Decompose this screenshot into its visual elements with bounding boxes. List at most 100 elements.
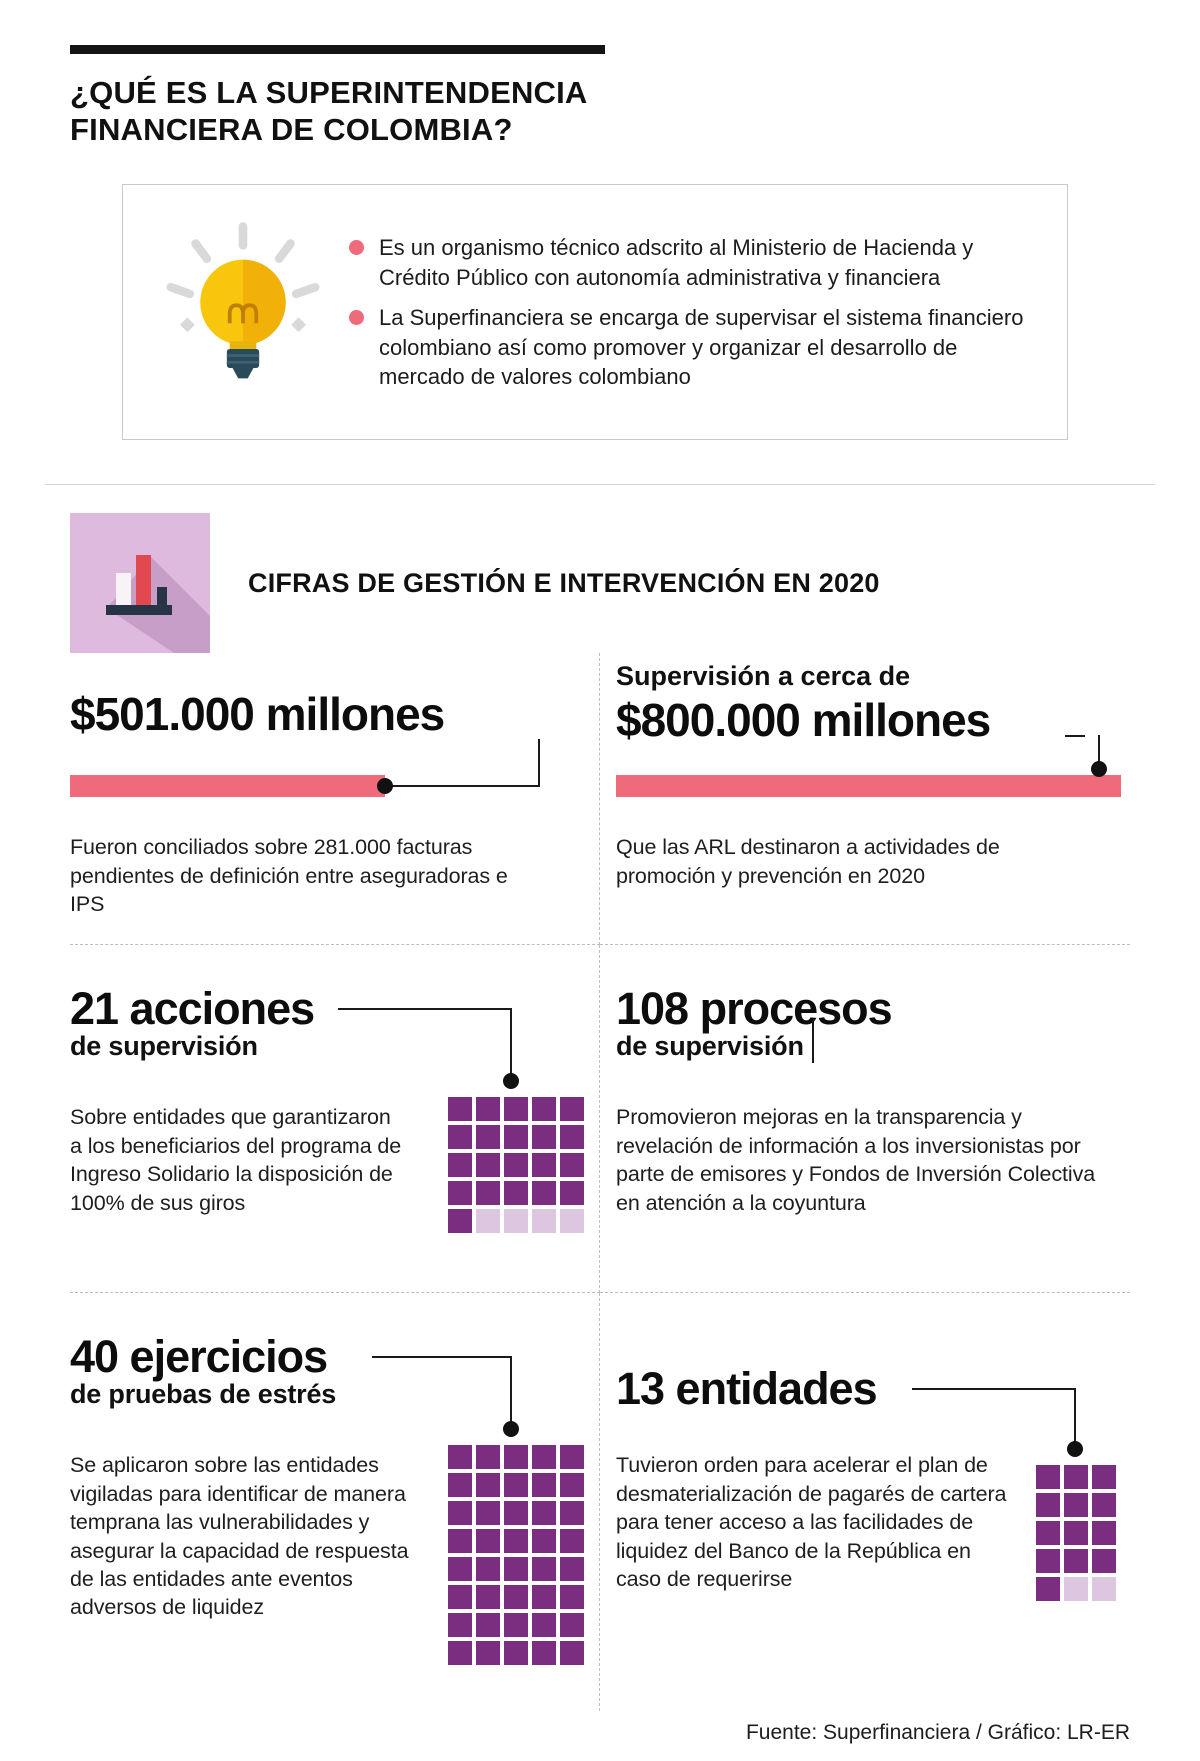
waffle-square xyxy=(448,1529,472,1554)
waffle-square xyxy=(448,1153,472,1178)
page-title: ¿QUÉ ES LA SUPERINTENDENCIA FINANCIERA D… xyxy=(70,74,1130,148)
stat-cell-procesos: 108 procesos de supervisión Promovieron … xyxy=(600,945,1130,1294)
waffle-square xyxy=(476,1445,500,1470)
waffle-square xyxy=(560,1585,584,1610)
waffle-square xyxy=(1092,1521,1116,1546)
waffle-square xyxy=(560,1641,584,1666)
waffle-square xyxy=(532,1209,556,1234)
waffle-square xyxy=(476,1613,500,1638)
waffle-square xyxy=(560,1613,584,1638)
bullet-dot-icon xyxy=(349,310,364,326)
waffle-square xyxy=(504,1557,528,1582)
stat-value: 13 entidades xyxy=(616,1363,878,1415)
waffle-square xyxy=(532,1529,556,1554)
bar-fill xyxy=(616,775,1121,798)
waffle-square xyxy=(560,1153,584,1178)
stat-subtitle: de supervisión xyxy=(70,1031,258,1062)
waffle-square xyxy=(532,1557,556,1582)
waffle-square xyxy=(448,1613,472,1638)
stat-description: Se aplicaron sobre las entidades vigilad… xyxy=(70,1453,409,1620)
bar-chart-icon xyxy=(70,513,210,654)
waffle-square xyxy=(532,1473,556,1498)
waffle-square xyxy=(560,1209,584,1234)
page-title-line1: ¿QUÉ ES LA SUPERINTENDENCIA xyxy=(70,75,588,110)
waffle-square xyxy=(448,1501,472,1526)
connector-line xyxy=(372,1356,512,1359)
connector-line xyxy=(1065,735,1085,738)
waffle-square xyxy=(504,1097,528,1122)
bar-fill xyxy=(70,775,385,798)
waffle-square xyxy=(504,1473,528,1498)
waffle-square xyxy=(532,1181,556,1206)
waffle-square xyxy=(1092,1493,1116,1518)
waffle-square xyxy=(476,1181,500,1206)
lightbulb-icon xyxy=(148,215,338,410)
stat-cell-arl: Supervisión a cerca de $800.000 millones… xyxy=(600,653,1130,946)
waffle-square xyxy=(504,1529,528,1554)
connector-dot xyxy=(503,1421,519,1438)
lightbulb-column xyxy=(137,215,349,410)
stat-value: $800.000 millones xyxy=(616,694,991,747)
stat-value: $501.000 millones xyxy=(70,688,445,741)
bullet-dot-icon xyxy=(349,240,364,256)
waffle-square xyxy=(504,1209,528,1234)
waffle-square xyxy=(1064,1493,1088,1518)
stat-description: Tuvieron orden para acelerar el plan de … xyxy=(616,1453,1007,1591)
waffle-square xyxy=(560,1125,584,1150)
stat-subtitle: de pruebas de estrés xyxy=(70,1379,337,1410)
waffle-square xyxy=(532,1153,556,1178)
connector-line xyxy=(510,1008,512,1079)
waffle-square xyxy=(448,1473,472,1498)
waffle-square xyxy=(448,1445,472,1470)
source-credit: Fuente: Superfinanciera / Gráfico: LR-ER xyxy=(745,1721,1130,1745)
stats-grid: $501.000 millones Fueron conciliados sob… xyxy=(70,653,1130,1712)
waffle-square xyxy=(532,1641,556,1666)
waffle-square xyxy=(504,1501,528,1526)
waffle-square xyxy=(560,1097,584,1122)
waffle-square xyxy=(448,1209,472,1234)
waffle-square xyxy=(448,1557,472,1582)
waffle-square xyxy=(476,1209,500,1234)
stat-description: Que las ARL destinaron a actividades de … xyxy=(616,835,1000,888)
connector-line xyxy=(384,785,540,788)
connector-line xyxy=(912,1388,1076,1391)
waffle-square xyxy=(1064,1577,1088,1602)
waffle-square xyxy=(448,1125,472,1150)
connector-dot xyxy=(1067,1441,1083,1458)
waffle-square xyxy=(1036,1465,1060,1490)
waffle-square xyxy=(476,1641,500,1666)
section-divider xyxy=(45,484,1155,486)
intro-bullet-text: La Superfinanciera se encarga de supervi… xyxy=(379,305,1024,390)
waffle-square xyxy=(532,1097,556,1122)
waffle-square xyxy=(560,1445,584,1470)
waffle-square xyxy=(448,1585,472,1610)
stat-description: Fueron conciliados sobre 281.000 factura… xyxy=(70,835,508,917)
stat-kicker: Supervisión a cerca de xyxy=(616,661,911,692)
waffle-square xyxy=(1064,1521,1088,1546)
intro-bullet-list: Es un organismo técnico adscrito al Mini… xyxy=(349,222,1037,402)
stat-subtitle: de supervisión xyxy=(616,1031,804,1062)
stat-bar xyxy=(616,735,1121,798)
connector-line xyxy=(510,1356,512,1427)
waffle-square xyxy=(476,1585,500,1610)
waffle-square xyxy=(1036,1493,1060,1518)
waffle-square xyxy=(532,1125,556,1150)
waffle-square xyxy=(476,1097,500,1122)
waffle-square xyxy=(532,1445,556,1470)
waffle-square xyxy=(504,1181,528,1206)
waffle-square xyxy=(504,1641,528,1666)
stat-cell-ejercicios: 40 ejercicios de pruebas de estrés Se ap… xyxy=(70,1293,600,1712)
stat-value: 108 procesos xyxy=(616,983,893,1035)
intro-bullet: La Superfinanciera se encarga de supervi… xyxy=(349,303,1037,391)
waffle-square xyxy=(1092,1549,1116,1574)
stat-cell-acciones: 21 acciones de supervisión Sobre entidad… xyxy=(70,945,600,1294)
waffle-square xyxy=(476,1557,500,1582)
waffle-square xyxy=(1064,1549,1088,1574)
connector-dot xyxy=(503,1073,519,1090)
waffle-square xyxy=(560,1501,584,1526)
waffle-square xyxy=(476,1529,500,1554)
waffle-square xyxy=(448,1641,472,1666)
waffle-square xyxy=(504,1153,528,1178)
connector-line xyxy=(812,1019,814,1064)
